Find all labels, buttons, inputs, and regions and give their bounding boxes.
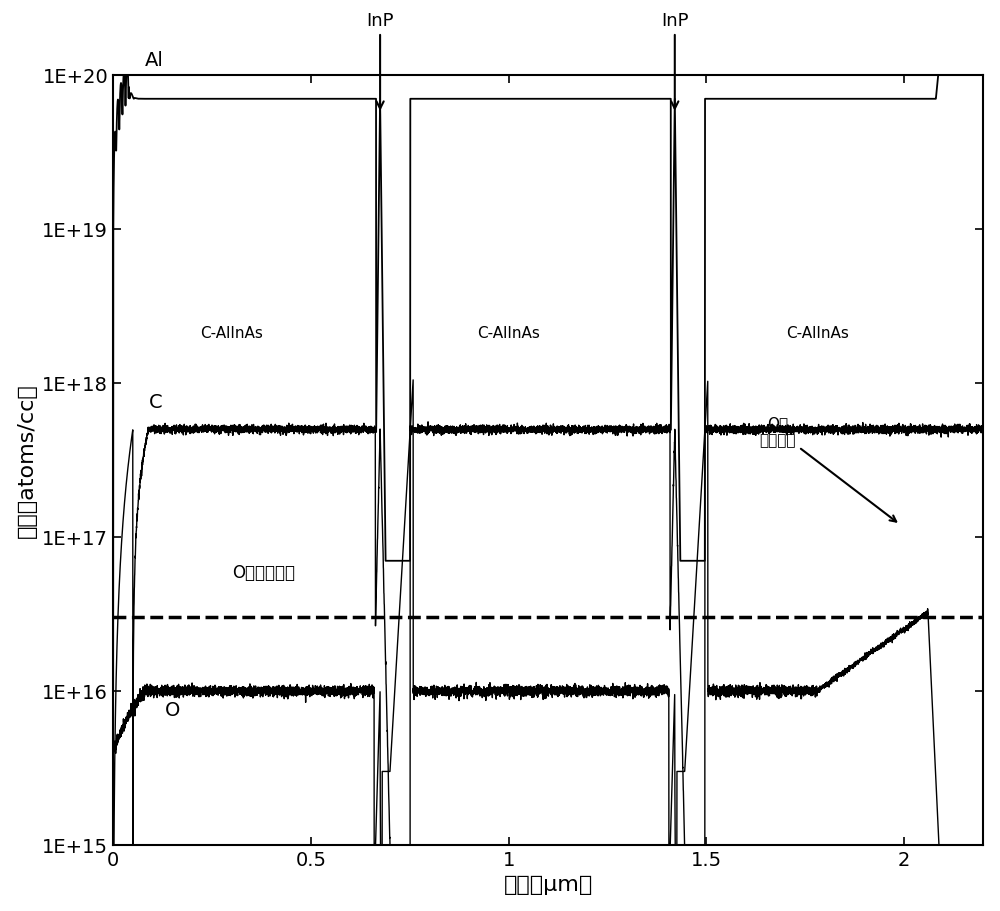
Text: InP: InP [661,12,689,109]
Text: C-AlInAs: C-AlInAs [786,325,849,340]
Text: O的
异常吸入: O的 异常吸入 [759,415,896,522]
X-axis label: 深度（μm）: 深度（μm） [504,875,593,895]
Text: Al: Al [145,50,164,69]
Y-axis label: 浓度（atoms/cc）: 浓度（atoms/cc） [17,384,37,537]
Text: C-AlInAs: C-AlInAs [477,325,540,340]
Text: InP: InP [366,12,394,109]
Text: O的背景水平: O的背景水平 [232,563,295,581]
Text: O: O [165,700,180,719]
Text: C: C [149,393,162,412]
Text: C-AlInAs: C-AlInAs [200,325,263,340]
